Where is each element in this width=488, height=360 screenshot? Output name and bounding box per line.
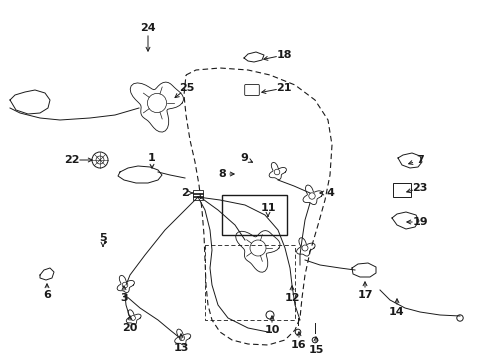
Text: 22: 22 [64,155,80,165]
Text: 24: 24 [140,23,156,33]
Text: 14: 14 [388,307,404,317]
Text: 5: 5 [99,233,106,243]
Text: 4: 4 [325,188,333,198]
Text: 17: 17 [357,290,372,300]
Text: 23: 23 [411,183,427,193]
Text: 9: 9 [240,153,247,163]
Bar [392,183,410,197]
Text: 7: 7 [415,155,423,165]
Text: 10: 10 [264,325,279,335]
Text: 13: 13 [173,343,188,353]
Text: 12: 12 [284,293,299,303]
Text: 11: 11 [260,203,275,213]
Bar [193,193,203,197]
Bar [193,196,203,200]
Text: 16: 16 [290,340,306,350]
Text: 21: 21 [276,83,291,93]
Text: 19: 19 [411,217,427,227]
Text: 25: 25 [179,83,194,93]
Bar [222,195,286,235]
Text: 6: 6 [43,290,51,300]
Bar [193,190,203,194]
Text: 1: 1 [148,153,156,163]
Text: 20: 20 [122,323,138,333]
Text: 2: 2 [181,188,188,198]
Text: 18: 18 [276,50,291,60]
Text: 3: 3 [120,293,127,303]
Text: 8: 8 [218,169,225,179]
Text: 15: 15 [307,345,323,355]
